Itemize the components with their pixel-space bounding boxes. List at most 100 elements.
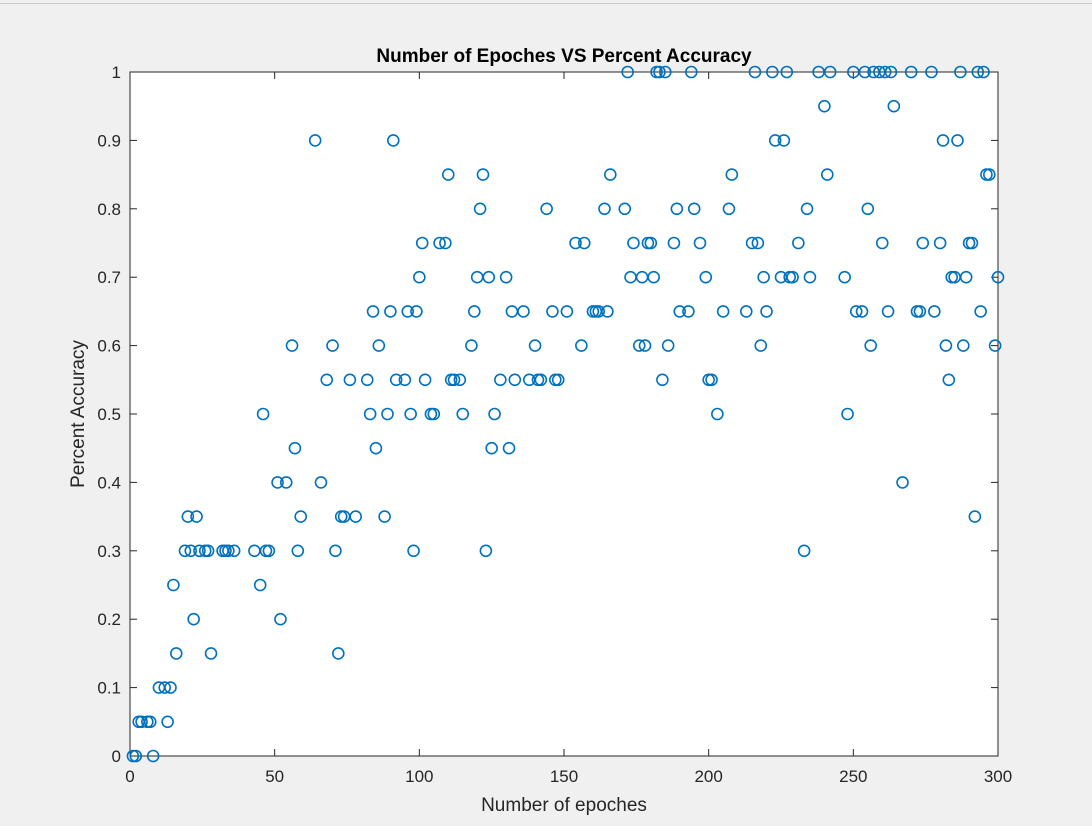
axis-ticks: 0 50 100 150 200 250 300 0 0.1 0.2 0.3 0.4 0.5 0.6 0.7… bbox=[97, 63, 1012, 786]
data-point bbox=[320, 373, 334, 387]
data-point bbox=[499, 270, 513, 284]
data-point bbox=[427, 407, 441, 421]
data-point bbox=[598, 202, 611, 216]
data-point bbox=[988, 339, 1002, 352]
x-tick-label: 100 bbox=[405, 767, 433, 786]
data-point bbox=[308, 134, 322, 147]
data-point bbox=[954, 65, 967, 79]
data-point bbox=[135, 715, 148, 729]
y-tick-label: 0.7 bbox=[97, 268, 121, 287]
data-point bbox=[222, 544, 235, 558]
data-point bbox=[884, 65, 898, 79]
data-point bbox=[925, 65, 938, 79]
data-point bbox=[158, 681, 172, 694]
data-point bbox=[757, 270, 770, 284]
data-point bbox=[780, 65, 794, 79]
data-point bbox=[983, 168, 996, 181]
data-point bbox=[479, 544, 493, 558]
data-point bbox=[540, 202, 553, 216]
data-point bbox=[274, 612, 287, 626]
data-point bbox=[777, 134, 791, 147]
data-point bbox=[603, 168, 617, 181]
data-point bbox=[803, 270, 817, 284]
data-point bbox=[146, 749, 160, 763]
data-point bbox=[271, 476, 284, 489]
data-point bbox=[161, 715, 174, 729]
data-point bbox=[453, 373, 467, 387]
data-point bbox=[722, 202, 736, 216]
x-tick-label: 50 bbox=[265, 767, 284, 786]
data-point bbox=[468, 305, 481, 318]
y-axis-label: Percent Accuracy bbox=[68, 340, 89, 488]
data-point bbox=[618, 202, 632, 216]
data-point bbox=[661, 339, 675, 352]
data-point bbox=[849, 305, 863, 318]
data-point bbox=[768, 134, 782, 147]
data-point bbox=[933, 236, 947, 250]
data-point bbox=[956, 339, 970, 352]
data-point bbox=[974, 305, 987, 318]
data-point bbox=[682, 305, 695, 318]
y-tick-label: 0.8 bbox=[97, 200, 121, 219]
y-tick-label: 0 bbox=[112, 747, 121, 766]
y-tick-label: 0.9 bbox=[97, 131, 121, 150]
data-point bbox=[797, 544, 811, 558]
data-point bbox=[569, 236, 582, 250]
data-point bbox=[143, 715, 157, 729]
data-point bbox=[181, 510, 195, 523]
data-point bbox=[818, 99, 831, 113]
data-point bbox=[855, 305, 869, 318]
data-point bbox=[936, 134, 950, 147]
data-point bbox=[875, 236, 889, 250]
x-axis-label: Number of epoches bbox=[481, 795, 647, 816]
data-point bbox=[381, 407, 394, 421]
data-point bbox=[349, 510, 362, 523]
data-point bbox=[410, 305, 423, 318]
data-point bbox=[800, 202, 814, 216]
data-point bbox=[190, 510, 203, 523]
data-point bbox=[878, 65, 892, 79]
data-point bbox=[913, 305, 927, 318]
data-point bbox=[577, 236, 591, 250]
data-point bbox=[447, 373, 461, 387]
data-point bbox=[670, 202, 684, 216]
data-point bbox=[705, 373, 718, 387]
data-point bbox=[253, 578, 267, 592]
data-point bbox=[685, 65, 698, 79]
x-tick-label: 0 bbox=[125, 767, 134, 786]
data-point bbox=[673, 305, 687, 318]
data-point bbox=[760, 305, 773, 318]
data-point bbox=[745, 236, 759, 250]
data-point bbox=[534, 373, 548, 387]
data-point bbox=[977, 65, 990, 79]
data-point bbox=[951, 134, 964, 147]
window-top-border bbox=[0, 3, 1092, 4]
data-point bbox=[441, 168, 455, 181]
data-point bbox=[167, 578, 180, 592]
data-point bbox=[881, 305, 895, 318]
data-point bbox=[413, 270, 426, 284]
data-point bbox=[959, 270, 973, 284]
data-point bbox=[601, 305, 614, 318]
data-point bbox=[517, 305, 530, 318]
data-point bbox=[656, 373, 669, 387]
data-point bbox=[792, 236, 805, 250]
data-point bbox=[439, 236, 452, 250]
data-point bbox=[433, 236, 446, 250]
data-point bbox=[820, 168, 834, 181]
data-point bbox=[942, 373, 956, 387]
data-point bbox=[485, 441, 498, 455]
data-point bbox=[256, 407, 270, 421]
data-points bbox=[126, 65, 1005, 763]
data-point bbox=[667, 236, 681, 250]
data-point bbox=[169, 647, 183, 660]
data-point bbox=[904, 65, 918, 79]
data-point bbox=[384, 305, 397, 318]
plot-area bbox=[129, 71, 999, 757]
y-tick-label: 0.3 bbox=[97, 542, 121, 561]
data-point bbox=[482, 270, 496, 284]
data-point bbox=[653, 65, 666, 79]
data-point bbox=[332, 647, 345, 660]
x-tick-label: 250 bbox=[839, 767, 867, 786]
data-point bbox=[971, 65, 985, 79]
